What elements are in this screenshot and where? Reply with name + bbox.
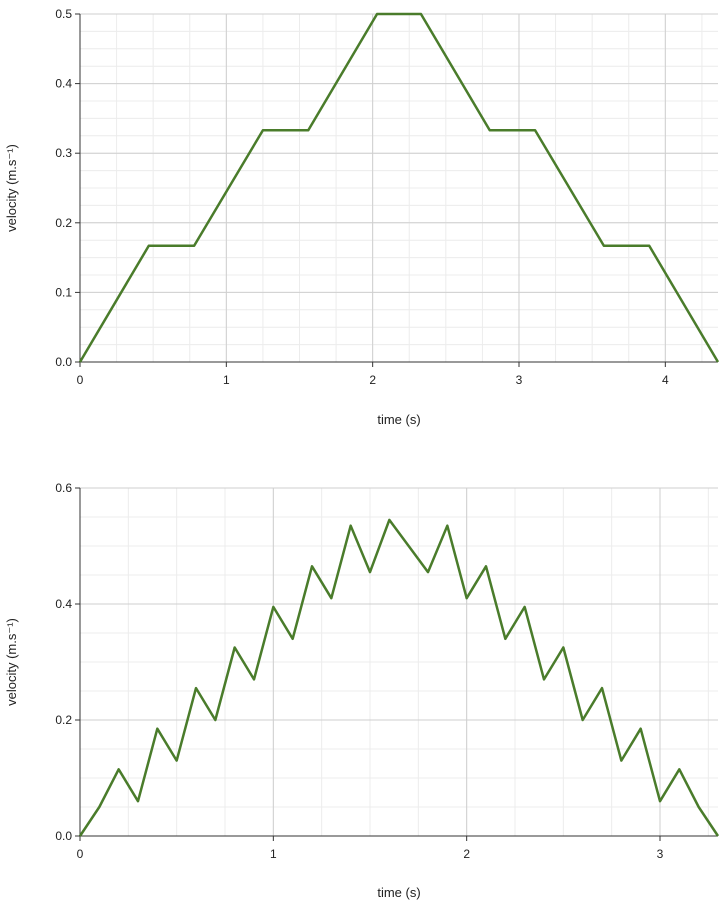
x-axis-label: time (s) [377,412,420,427]
x-tick-label: 2 [369,373,376,387]
velocity-series-line [78,518,720,837]
x-tick-label: 2 [463,847,470,861]
y-tick-label: 0.3 [55,146,72,160]
y-tick-label: 0.4 [55,77,72,91]
velocity-series-line [78,12,720,363]
x-tick-label: 1 [270,847,277,861]
y-tick-label: 0.0 [55,355,72,369]
y-axis-label: velocity (m.s⁻¹) [4,144,19,232]
y-tick-label: 0.0 [55,829,72,843]
y-tick-label: 0.1 [55,285,72,299]
velocity-time-chart-1: 0 1 2 3 4 0.0 0.1 0.2 0.3 0.4 0.5 time (s) velocity … [4,7,720,427]
y-tick-label: 0.2 [55,216,72,230]
y-tick-label: 0.2 [55,713,72,727]
x-tick-label: 3 [516,373,523,387]
y-axis-label: velocity (m.s⁻¹) [4,618,19,706]
y-tick-label: 0.4 [55,597,72,611]
y-tick-label: 0.5 [55,7,72,21]
x-tick-label: 1 [223,373,230,387]
x-tick-label: 3 [657,847,664,861]
x-tick-label: 4 [662,373,669,387]
y-tick-label: 0.6 [55,481,72,495]
x-tick-label: 0 [77,847,84,861]
x-tick-label: 0 [77,373,84,387]
x-axis-label: time (s) [377,885,420,900]
velocity-time-chart-2: 0 1 2 3 0.0 0.2 0.4 0.6 time (s) velocity (m.s⁻¹) [4,481,720,900]
